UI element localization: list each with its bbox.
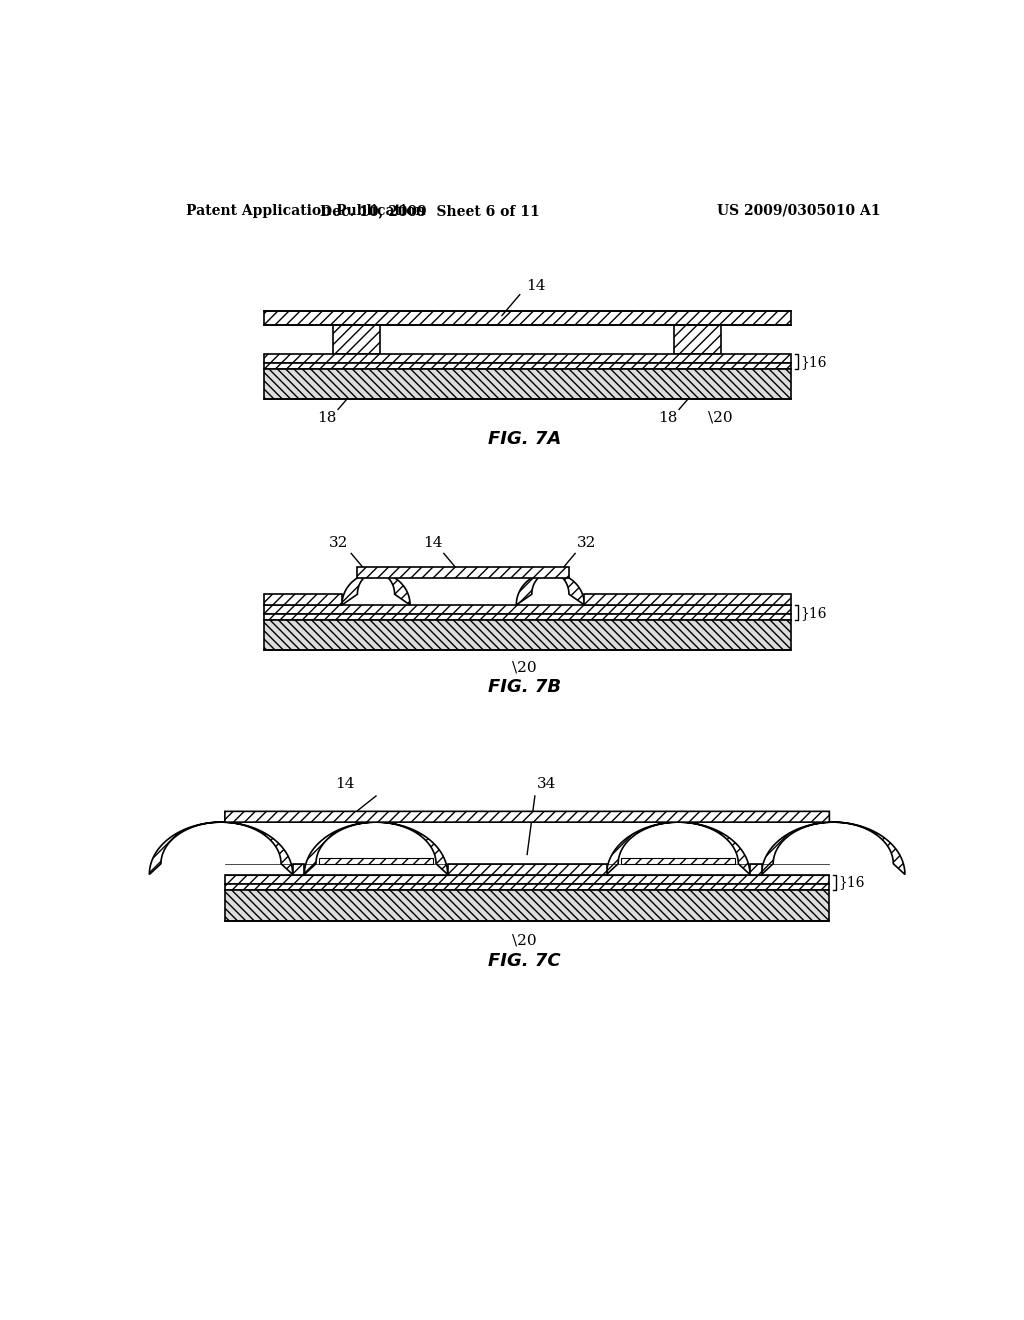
Bar — [585, 594, 791, 605]
Text: Patent Application Publication: Patent Application Publication — [186, 203, 426, 218]
Text: }16: }16 — [800, 606, 826, 619]
Text: }16: }16 — [839, 875, 865, 890]
Bar — [334, 325, 380, 354]
Bar — [263, 354, 791, 363]
Bar — [263, 594, 342, 605]
Bar — [263, 614, 791, 620]
Text: 34: 34 — [537, 777, 556, 792]
Text: \20: \20 — [512, 933, 538, 946]
Polygon shape — [762, 822, 905, 874]
Text: 14: 14 — [526, 280, 546, 293]
Text: FIG. 7A: FIG. 7A — [488, 430, 561, 447]
Bar — [263, 620, 791, 649]
Text: 32: 32 — [577, 536, 596, 550]
Text: 14: 14 — [423, 536, 442, 550]
Text: 14: 14 — [335, 777, 354, 792]
Polygon shape — [606, 822, 750, 874]
Bar — [263, 363, 791, 370]
Polygon shape — [225, 812, 829, 822]
Text: 18: 18 — [658, 411, 678, 425]
Text: US 2009/0305010 A1: US 2009/0305010 A1 — [717, 203, 881, 218]
Text: \20: \20 — [708, 411, 732, 425]
Bar — [263, 312, 791, 325]
Polygon shape — [342, 573, 410, 605]
Bar — [263, 370, 791, 399]
Text: FIG. 7B: FIG. 7B — [488, 677, 561, 696]
Bar — [750, 863, 762, 874]
Text: \20: \20 — [512, 660, 538, 675]
Bar — [447, 863, 606, 874]
Bar — [293, 863, 304, 874]
Text: Dec. 10, 2009  Sheet 6 of 11: Dec. 10, 2009 Sheet 6 of 11 — [321, 203, 540, 218]
Polygon shape — [150, 822, 293, 874]
Polygon shape — [516, 573, 585, 605]
Text: 18: 18 — [317, 411, 337, 425]
Bar — [225, 874, 829, 884]
Bar — [319, 858, 433, 863]
Bar — [225, 890, 829, 921]
Bar — [263, 605, 791, 614]
Bar — [622, 858, 735, 863]
Bar — [357, 568, 569, 578]
Text: 32: 32 — [329, 536, 348, 550]
Polygon shape — [304, 822, 447, 874]
Bar — [225, 884, 829, 890]
Text: }16: }16 — [800, 355, 826, 368]
Bar — [675, 325, 721, 354]
Text: FIG. 7C: FIG. 7C — [488, 952, 561, 970]
